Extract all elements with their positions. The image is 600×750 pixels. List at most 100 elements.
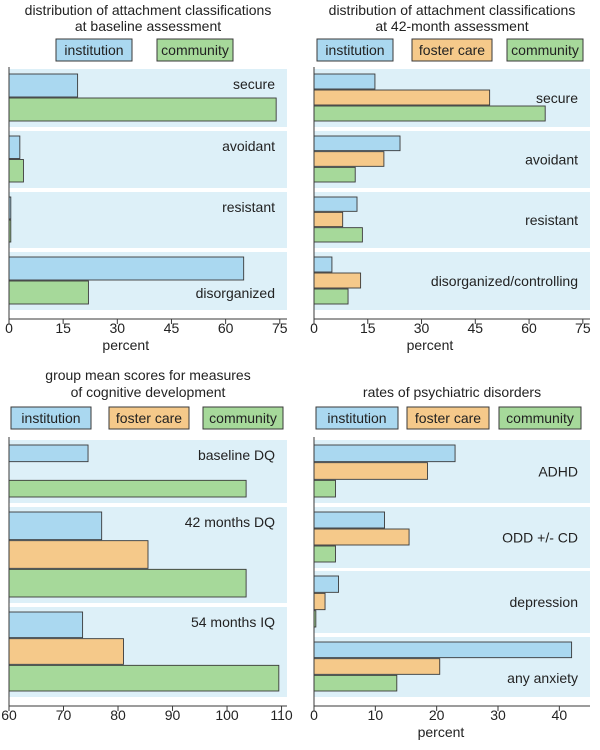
legend-item-institution: institution: [55, 38, 133, 62]
legend-swatch: [406, 406, 490, 430]
bar-foster-care-avoidant: [313, 151, 385, 167]
legend-swatch: [55, 38, 133, 62]
bar-foster-care-resistant: [313, 211, 344, 228]
legend-swatch: [316, 38, 394, 62]
bar-institution-disorganized-controlling: [313, 256, 333, 273]
category-label: baseline DQ: [198, 447, 275, 463]
x-tick-label: 30: [110, 320, 126, 336]
bar-foster-care-42-months-dq: [8, 540, 149, 569]
category-band-resistant: [9, 192, 287, 248]
legend-swatch: [202, 406, 284, 430]
legend-swatch: [411, 38, 493, 62]
x-tick-label: 0: [5, 320, 13, 336]
bar-institution-secure: [313, 73, 376, 90]
bar-institution-avoidant: [8, 135, 21, 159]
category-label: avoidant: [525, 152, 578, 168]
category-band-depression: [314, 571, 590, 633]
bar-community-avoidant: [8, 159, 24, 183]
category-label: avoidant: [222, 138, 275, 154]
category-band-avoidant: [9, 131, 287, 188]
category-label: 54 months IQ: [191, 614, 275, 630]
x-tick-label: 80: [110, 707, 126, 723]
bar-community-avoidant: [313, 166, 356, 183]
legend-label: foster care: [415, 410, 481, 426]
chart-2: distribution of attachment classificatio…: [310, 2, 591, 353]
bar-foster-care-adhd: [313, 462, 428, 480]
category-label: ADHD: [538, 464, 578, 480]
bar-foster-care-any-anxiety: [313, 658, 441, 675]
legend-label: institution: [327, 410, 386, 426]
legend-item-foster-care: foster care: [406, 406, 490, 430]
x-tick-label: 15: [360, 320, 376, 336]
bar-foster-care-secure: [313, 89, 491, 106]
bar-community-disorganized: [8, 280, 89, 305]
chart-title: rates of psychiatric disorders: [363, 384, 541, 400]
x-tick-label: 110: [270, 707, 293, 723]
bar-community-secure: [8, 97, 277, 122]
x-tick-label: 10: [368, 707, 384, 723]
x-tick-label: 90: [165, 707, 181, 723]
category-label: disorganized/controlling: [431, 273, 578, 289]
chart-1: distribution of attachment classificatio…: [5, 2, 288, 353]
bar-institution-secure: [8, 73, 79, 98]
bar-institution-depression: [313, 575, 339, 593]
legend-label: community: [209, 410, 277, 426]
x-tick-label: 30: [490, 707, 506, 723]
legend-swatch: [506, 38, 584, 62]
category-label: ODD +/- CD: [502, 530, 578, 546]
x-tick-label: 60: [521, 320, 537, 336]
bar-institution-54-months-iq: [8, 611, 84, 639]
category-label: secure: [233, 76, 275, 92]
x-axis-label: percent: [407, 337, 454, 353]
legend-item-institution: institution: [316, 38, 394, 62]
bar-community-secure: [313, 105, 546, 122]
legend-label: institution: [325, 42, 384, 58]
category-label: disorganized: [196, 285, 275, 301]
legend-swatch: [10, 406, 92, 430]
x-tick-label: 0: [310, 320, 318, 336]
legend-item-institution: institution: [10, 406, 92, 430]
chart-4: rates of psychiatric disorders institutio…: [310, 384, 590, 740]
x-tick-label: 45: [164, 320, 180, 336]
x-tick-label: 75: [272, 320, 288, 336]
legend-item-foster-care: foster care: [108, 406, 190, 430]
category-label: secure: [536, 90, 578, 106]
legend-label: institution: [64, 42, 123, 58]
bar-institution-avoidant: [313, 135, 401, 152]
legend-label: institution: [21, 410, 80, 426]
category-label: 42 months DQ: [185, 514, 275, 530]
chart-title: group mean scores for measures of cogniti…: [45, 367, 250, 400]
x-tick-label: 15: [55, 320, 71, 336]
legend-item-institution: institution: [315, 406, 399, 430]
chart-3: group mean scores for measures of cogniti…: [1, 367, 293, 723]
bar-foster-care-disorganized-controlling: [313, 272, 362, 289]
bar-community-disorganized-controlling: [313, 288, 349, 305]
x-tick-label: 75: [575, 320, 591, 336]
chart-title: distribution of attachment classificatio…: [329, 2, 576, 34]
bar-institution-baseline-dq: [8, 444, 89, 463]
bar-foster-care-depression: [313, 592, 326, 611]
x-tick-label: 60: [1, 707, 17, 723]
legend-label: foster care: [116, 410, 182, 426]
bar-institution-odd-cd: [313, 511, 385, 529]
legend-item-foster-care: foster care: [411, 38, 493, 62]
legend-swatch: [315, 406, 399, 430]
x-tick-label: 70: [56, 707, 72, 723]
category-label: depression: [510, 594, 579, 610]
bar-community-42-months-dq: [8, 568, 247, 598]
bar-community-odd-cd: [313, 545, 336, 563]
bar-foster-care-54-months-iq: [8, 638, 124, 665]
bar-foster-care-odd-cd: [313, 528, 410, 546]
legend-swatch: [108, 406, 190, 430]
legend-swatch: [156, 38, 234, 62]
legend-label: community: [511, 42, 579, 58]
legend-label: community: [506, 410, 574, 426]
bar-institution-adhd: [313, 444, 456, 463]
bar-institution-resistant: [313, 196, 358, 212]
bar-institution-any-anxiety: [313, 641, 573, 659]
x-axis-label: percent: [102, 337, 149, 353]
legend-swatch: [498, 406, 582, 430]
x-tick-label: 45: [468, 320, 484, 336]
bar-community-resistant: [313, 227, 363, 243]
